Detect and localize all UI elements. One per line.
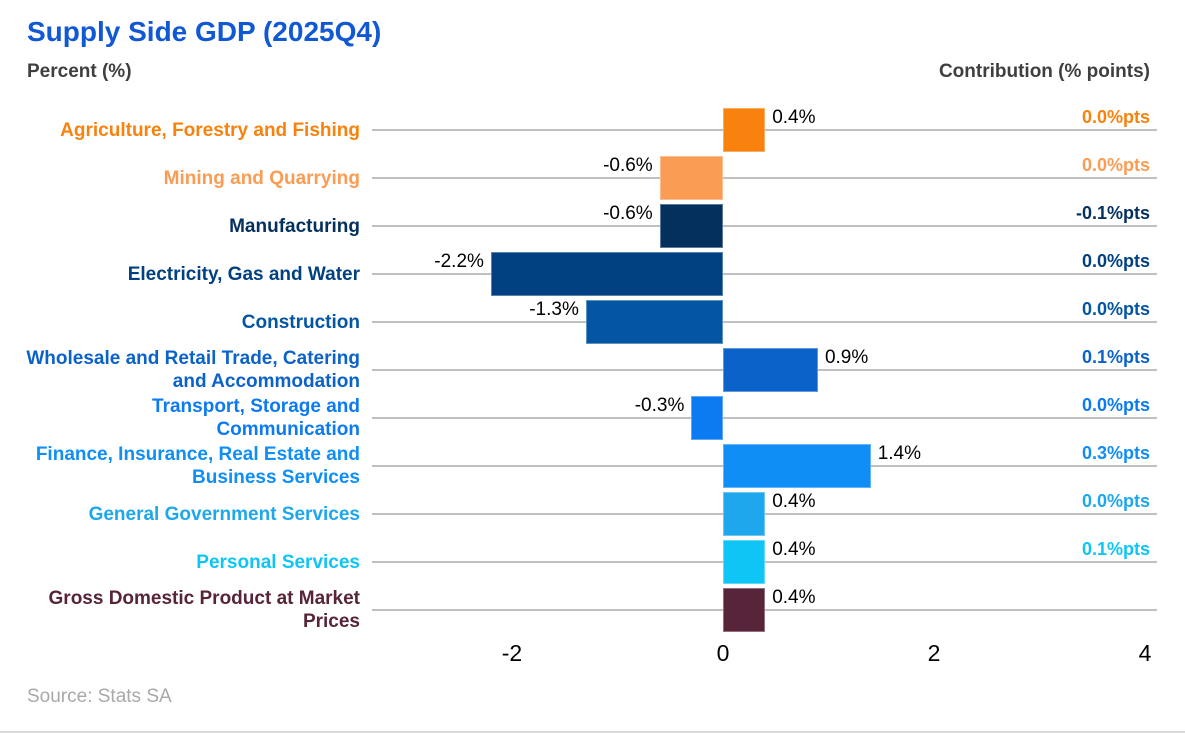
plot-area: 0.9% 0.1%pts bbox=[372, 346, 1157, 394]
plot-area: -0.6% 0.0%pts bbox=[372, 154, 1157, 202]
chart-row: Agriculture, Forestry and Fishing 0.4% 0.0… bbox=[0, 106, 1157, 154]
contribution-label: 0.0%pts bbox=[1081, 299, 1150, 319]
bottom-divider bbox=[0, 731, 1185, 733]
category-label: Finance, Insurance, Real Estate and Busi… bbox=[35, 444, 360, 488]
left-axis-title: Percent (%) bbox=[27, 61, 132, 82]
bar-value-label: -0.6% bbox=[603, 203, 653, 224]
right-axis-title: Contribution (% points) bbox=[938, 61, 1150, 82]
row-gridline bbox=[372, 417, 1157, 419]
bar-value-label: 0.4% bbox=[772, 539, 816, 560]
chart-row: Manufacturing -0.6% -0.1%pts bbox=[0, 202, 1157, 250]
bar-value-label: -0.3% bbox=[634, 395, 685, 416]
bar-value-label: -2.2% bbox=[434, 251, 484, 272]
category-label: Construction bbox=[241, 311, 360, 333]
contribution-label: -0.1%pts bbox=[1075, 203, 1150, 223]
contribution-label: 0.0%pts bbox=[1081, 107, 1150, 127]
contribution-label: 0.3%pts bbox=[1081, 443, 1150, 463]
chart-row: Construction -1.3% 0.0%pts bbox=[0, 298, 1157, 346]
chart-row: Transport, Storage and Communication -0.3… bbox=[0, 394, 1157, 442]
bar-chart: Agriculture, Forestry and Fishing 0.4% 0.0… bbox=[0, 106, 1157, 634]
bar bbox=[490, 252, 723, 296]
bar bbox=[723, 108, 766, 152]
category-label: Transport, Storage and Communication bbox=[152, 396, 360, 440]
bar bbox=[691, 396, 723, 440]
category-label: General Government Services bbox=[88, 503, 360, 525]
bar-value-label: -0.6% bbox=[603, 155, 653, 176]
row-gridline bbox=[372, 321, 1157, 323]
bar-value-label: 1.4% bbox=[877, 443, 921, 464]
contribution-label: 0.0%pts bbox=[1081, 155, 1150, 175]
bar bbox=[585, 300, 723, 344]
bar-value-label: 0.4% bbox=[772, 587, 816, 608]
plot-area: 0.4% bbox=[372, 586, 1157, 634]
plot-area: 0.4% 0.1%pts bbox=[372, 538, 1157, 586]
contribution-label: 0.0%pts bbox=[1081, 491, 1150, 511]
contribution-label: 0.1%pts bbox=[1081, 347, 1150, 367]
plot-area: 0.4% 0.0%pts bbox=[372, 490, 1157, 538]
chart-row: Personal Services 0.4% 0.1%pts bbox=[0, 538, 1157, 586]
row-gridline bbox=[372, 273, 1157, 275]
x-tick-label: 0 bbox=[716, 640, 730, 666]
plot-area: 1.4% 0.3%pts bbox=[372, 442, 1157, 490]
plot-area: 0.4% 0.0%pts bbox=[372, 106, 1157, 154]
chart-row: Electricity, Gas and Water -2.2% 0.0%pts bbox=[0, 250, 1157, 298]
chart-row: Gross Domestic Product at Market Prices 0… bbox=[0, 586, 1157, 634]
bar bbox=[723, 444, 871, 488]
category-label: Mining and Quarrying bbox=[163, 167, 360, 189]
bar-value-label: -1.3% bbox=[529, 299, 579, 320]
x-tick-label: 4 bbox=[1138, 640, 1152, 666]
contribution-label: 0.0%pts bbox=[1081, 395, 1150, 415]
bar-value-label: 0.4% bbox=[772, 491, 816, 512]
chart-row: Wholesale and Retail Trade, Catering and… bbox=[0, 346, 1157, 394]
row-gridline bbox=[372, 177, 1157, 179]
category-label: Gross Domestic Product at Market Prices bbox=[48, 588, 360, 632]
row-gridline bbox=[372, 225, 1157, 227]
category-label: Wholesale and Retail Trade, Catering and… bbox=[26, 348, 360, 392]
x-tick-label: -2 bbox=[501, 640, 523, 666]
bar bbox=[723, 492, 766, 536]
plot-area: -0.6% -0.1%pts bbox=[372, 202, 1157, 250]
page-title: Supply Side GDP (2025Q4) bbox=[27, 16, 382, 47]
category-label: Agriculture, Forestry and Fishing bbox=[60, 119, 360, 141]
x-axis: -2 0 2 4 bbox=[372, 640, 1157, 672]
plot-area: -2.2% 0.0%pts bbox=[372, 250, 1157, 298]
chart-row: Finance, Insurance, Real Estate and Busi… bbox=[0, 442, 1157, 490]
contribution-label: 0.0%pts bbox=[1081, 251, 1150, 271]
bar bbox=[723, 540, 766, 584]
category-label: Electricity, Gas and Water bbox=[127, 263, 360, 285]
bar bbox=[659, 156, 723, 200]
bar-value-label: 0.9% bbox=[824, 347, 869, 368]
source-note: Source: Stats SA bbox=[27, 686, 172, 707]
bar bbox=[723, 588, 766, 632]
plot-area: -1.3% 0.0%pts bbox=[372, 298, 1157, 346]
chart-row: Mining and Quarrying -0.6% 0.0%pts bbox=[0, 154, 1157, 202]
category-label: Manufacturing bbox=[229, 215, 360, 237]
x-tick-label: 2 bbox=[927, 640, 941, 666]
bar bbox=[659, 204, 723, 248]
contribution-label: 0.1%pts bbox=[1081, 539, 1150, 559]
plot-area: -0.3% 0.0%pts bbox=[372, 394, 1157, 442]
chart-row: General Government Services 0.4% 0.0%pts bbox=[0, 490, 1157, 538]
category-label: Personal Services bbox=[196, 551, 360, 573]
bar-value-label: 0.4% bbox=[772, 107, 816, 128]
bar bbox=[723, 348, 818, 392]
